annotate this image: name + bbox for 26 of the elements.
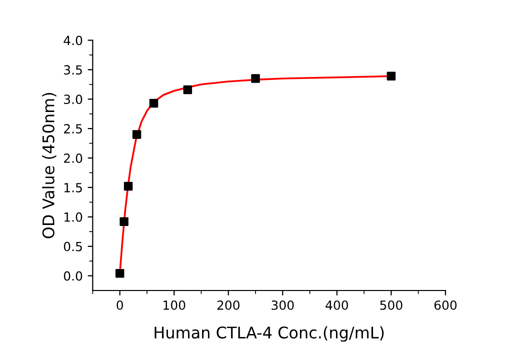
x-tick-label: 300 [272,300,294,310]
point [149,98,158,108]
y-tick-label: 2.5 [64,124,82,134]
x-axis-title: Human CTLA-4 Conc.(ng/mL) [154,326,384,342]
x-tick-label: 600 [434,300,457,310]
y-tick-label: 2.0 [64,153,82,163]
y-tick-label: 3.5 [64,65,82,75]
y-tick-label: 0.0 [64,271,82,281]
x-tick-label: 0 [116,300,123,310]
x-tick-label: 500 [380,300,402,310]
y-tick-label: 1.0 [64,212,82,222]
x-tick-label: 400 [326,300,348,310]
y-tick-label: 0.5 [64,242,82,252]
x-tick-label: 200 [217,300,240,310]
point [124,182,133,191]
y-axis-title: OD Value (450nm) [42,92,56,238]
y-tick-label: 1.5 [64,183,82,192]
point [183,85,192,94]
y-tick-label: 3.0 [64,94,82,104]
point [251,74,260,83]
point [120,217,128,226]
point [115,269,124,278]
point [386,72,396,81]
y-tick-label: 4.0 [64,36,82,46]
point [132,130,142,139]
x-tick-label: 100 [164,300,186,310]
